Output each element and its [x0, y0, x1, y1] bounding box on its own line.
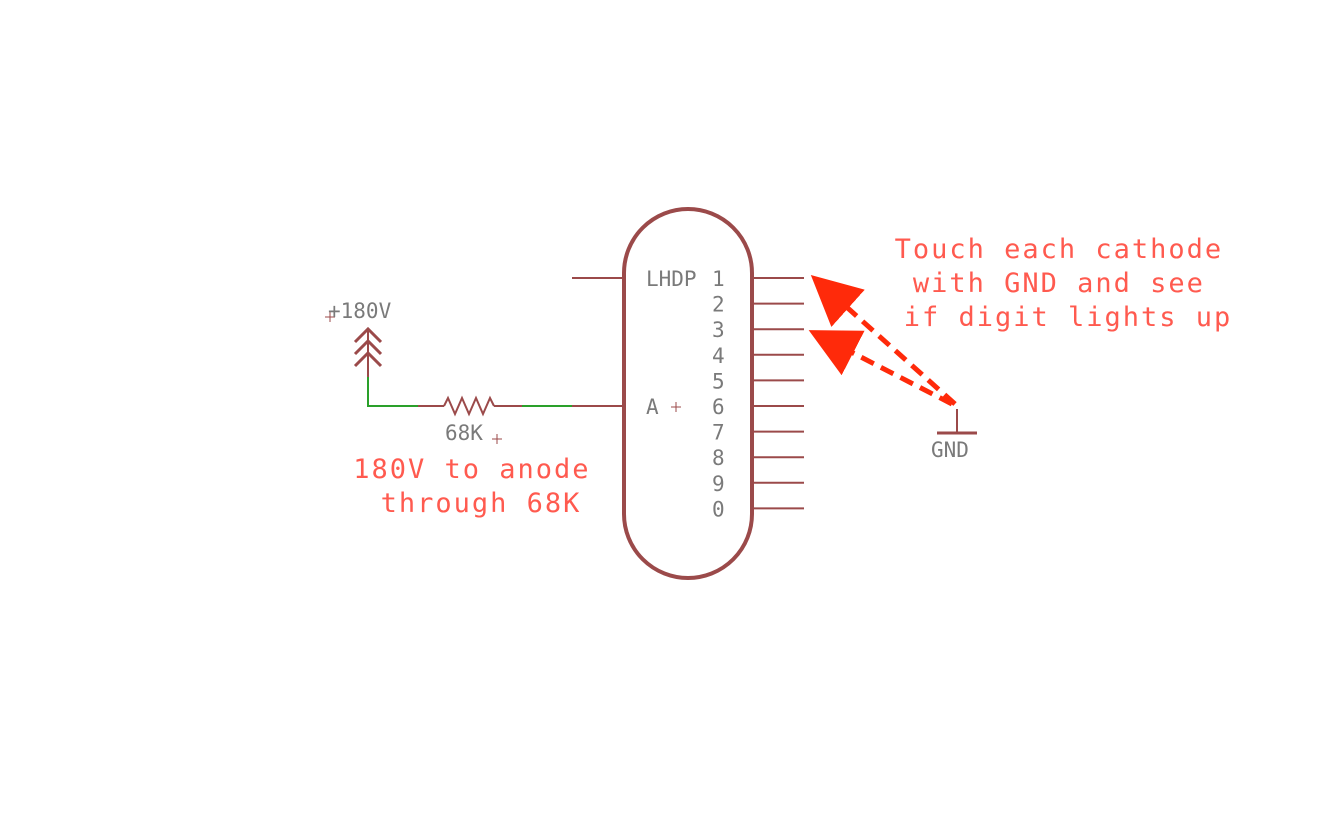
resistor-origin-cross	[492, 434, 502, 444]
tube-label-lhdp: LHDP	[646, 267, 697, 291]
tube-label-anode: A	[646, 395, 659, 419]
arrow-gnd-to-cathode-3	[808, 330, 954, 407]
anode-note: 180V to anode through 68K	[353, 454, 609, 519]
cathode-note: Touch each cathode with GND and see if d…	[895, 234, 1242, 333]
cathode-pin-number-3: 3	[712, 318, 725, 342]
ground-label: GND	[931, 438, 969, 462]
ground-symbol[interactable]	[937, 409, 977, 435]
cathode-pin-number-4: 4	[712, 344, 725, 368]
cathode-pin-number-8: 8	[712, 446, 725, 470]
anode-note-line-1: 180V to anode	[353, 454, 590, 485]
cathode-note-line-3: if digit lights up	[904, 302, 1233, 333]
supply-label: +180V	[328, 299, 392, 323]
supply-symbol[interactable]	[353, 326, 383, 377]
resistor-68k[interactable]	[418, 395, 522, 417]
resistor-label: 68K	[445, 421, 483, 445]
supply-origin-cross	[325, 312, 335, 322]
supply-to-resistor-wire[interactable]	[367, 377, 418, 407]
arrow-gnd-to-cathode-1	[810, 274, 957, 406]
cathode-pin-number-2: 2	[712, 293, 725, 317]
cathode-pin-number-6: 6	[712, 395, 725, 419]
cathode-pin-number-1: 1	[712, 267, 725, 291]
anode-origin-cross	[671, 402, 681, 412]
anode-note-line-2: through 68K	[381, 488, 582, 519]
nixie-tube-body[interactable]	[622, 207, 754, 580]
cathode-pin-number-9: 9	[712, 472, 725, 496]
cathode-pin-number-5: 5	[712, 369, 725, 393]
cathode-note-line-1: Touch each cathode	[895, 234, 1224, 265]
cathode-note-line-2: with GND and see	[913, 268, 1205, 299]
cathode-pin-number-0: 0	[712, 497, 725, 521]
cathode-pin-number-7: 7	[712, 421, 725, 445]
